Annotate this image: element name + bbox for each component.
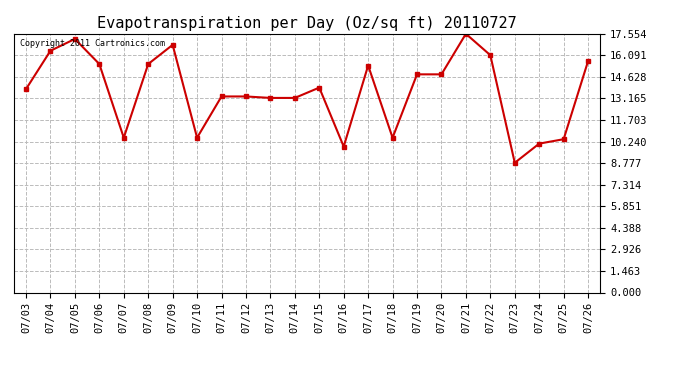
Title: Evapotranspiration per Day (Oz/sq ft) 20110727: Evapotranspiration per Day (Oz/sq ft) 20…	[97, 16, 517, 31]
Text: Copyright 2011 Cartronics.com: Copyright 2011 Cartronics.com	[19, 39, 165, 48]
